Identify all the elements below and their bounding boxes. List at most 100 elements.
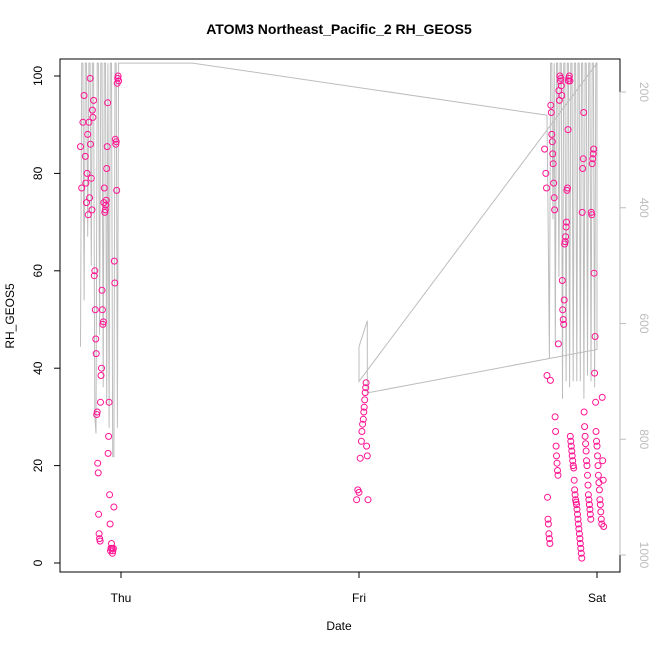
data-point [588, 160, 596, 168]
data-point [78, 184, 86, 192]
data-point [565, 72, 573, 80]
data-point [83, 169, 91, 177]
data-point [95, 530, 103, 538]
data-point [100, 184, 108, 192]
data-point [574, 510, 581, 518]
data-point [589, 150, 597, 158]
data-point [93, 411, 101, 418]
data-point [99, 318, 107, 326]
data-point [114, 72, 122, 80]
data-point [112, 138, 120, 146]
data-point [545, 530, 553, 538]
y-tick-label: 20 [31, 459, 45, 473]
data-point [559, 316, 567, 323]
data-point [83, 199, 90, 207]
data-point [543, 372, 551, 379]
data-point [558, 277, 566, 284]
x-axis: Thu Fri Sat [111, 572, 607, 605]
data-point [105, 398, 113, 406]
data-point [359, 415, 367, 423]
data-point [597, 515, 605, 523]
data-point [587, 515, 595, 523]
y2-tick-label: 200 [637, 82, 650, 102]
data-point [554, 467, 561, 474]
data-point [359, 420, 367, 428]
data-point [81, 152, 89, 160]
x-tick-label: Thu [111, 591, 132, 605]
data-point [581, 423, 589, 431]
x-tick-label: Sat [588, 591, 607, 605]
data-point [564, 184, 571, 192]
data-point [570, 476, 578, 484]
data-point [550, 194, 558, 202]
data-point [86, 194, 94, 202]
data-point [554, 340, 562, 348]
data-point [544, 520, 552, 528]
rh-point-series [77, 72, 608, 562]
data-point [97, 372, 105, 379]
data-point [560, 320, 568, 328]
data-point [566, 432, 574, 440]
data-point [84, 211, 92, 219]
data-point [362, 379, 370, 387]
data-point [574, 520, 582, 528]
data-point [92, 335, 100, 343]
data-point [568, 452, 576, 460]
data-point [585, 501, 593, 509]
data-point [547, 109, 555, 116]
data-point [564, 126, 572, 134]
data-point [87, 174, 95, 182]
y-axis-left: 0 20 40 60 80 100 [31, 66, 60, 566]
data-point [591, 333, 599, 340]
data-point [355, 488, 363, 496]
data-point [582, 447, 590, 455]
data-point [549, 150, 557, 158]
y2-tick-label: 800 [637, 429, 650, 449]
x-tick-label: Fri [352, 591, 366, 605]
data-point [115, 77, 123, 85]
data-point [594, 462, 602, 470]
data-point [85, 118, 93, 126]
data-point [558, 92, 566, 99]
data-point [584, 481, 592, 489]
data-point [101, 206, 109, 214]
data-point [571, 486, 579, 494]
data-point [544, 515, 552, 523]
data-point [541, 145, 549, 153]
data-point [580, 109, 588, 116]
data-point [570, 464, 578, 472]
data-point [361, 396, 369, 404]
data-point [567, 442, 575, 450]
data-point [590, 145, 598, 153]
x-axis-label: Date [326, 619, 352, 633]
data-point [104, 99, 112, 107]
data-point [598, 393, 606, 401]
data-point [543, 184, 550, 192]
data-point [594, 452, 601, 460]
data-point [364, 496, 372, 504]
data-point [362, 384, 370, 392]
data-point [542, 169, 550, 177]
data-point [111, 279, 119, 287]
data-point [575, 525, 583, 533]
data-point [576, 540, 584, 547]
data-point [82, 179, 90, 187]
data-point [353, 496, 361, 504]
data-point [363, 442, 371, 450]
data-point [567, 437, 575, 445]
data-point [97, 398, 104, 406]
data-point [95, 510, 103, 518]
data-point [600, 523, 608, 530]
data-point [553, 459, 561, 467]
data-point [566, 77, 574, 85]
data-point [591, 369, 599, 377]
data-point [592, 398, 600, 406]
data-point [556, 77, 564, 85]
data-point [363, 452, 371, 460]
y2-tick-label: 600 [637, 313, 650, 333]
data-point [91, 306, 99, 314]
data-point [96, 535, 104, 543]
data-point [94, 469, 102, 477]
data-point [360, 403, 368, 411]
data-point [581, 432, 589, 440]
